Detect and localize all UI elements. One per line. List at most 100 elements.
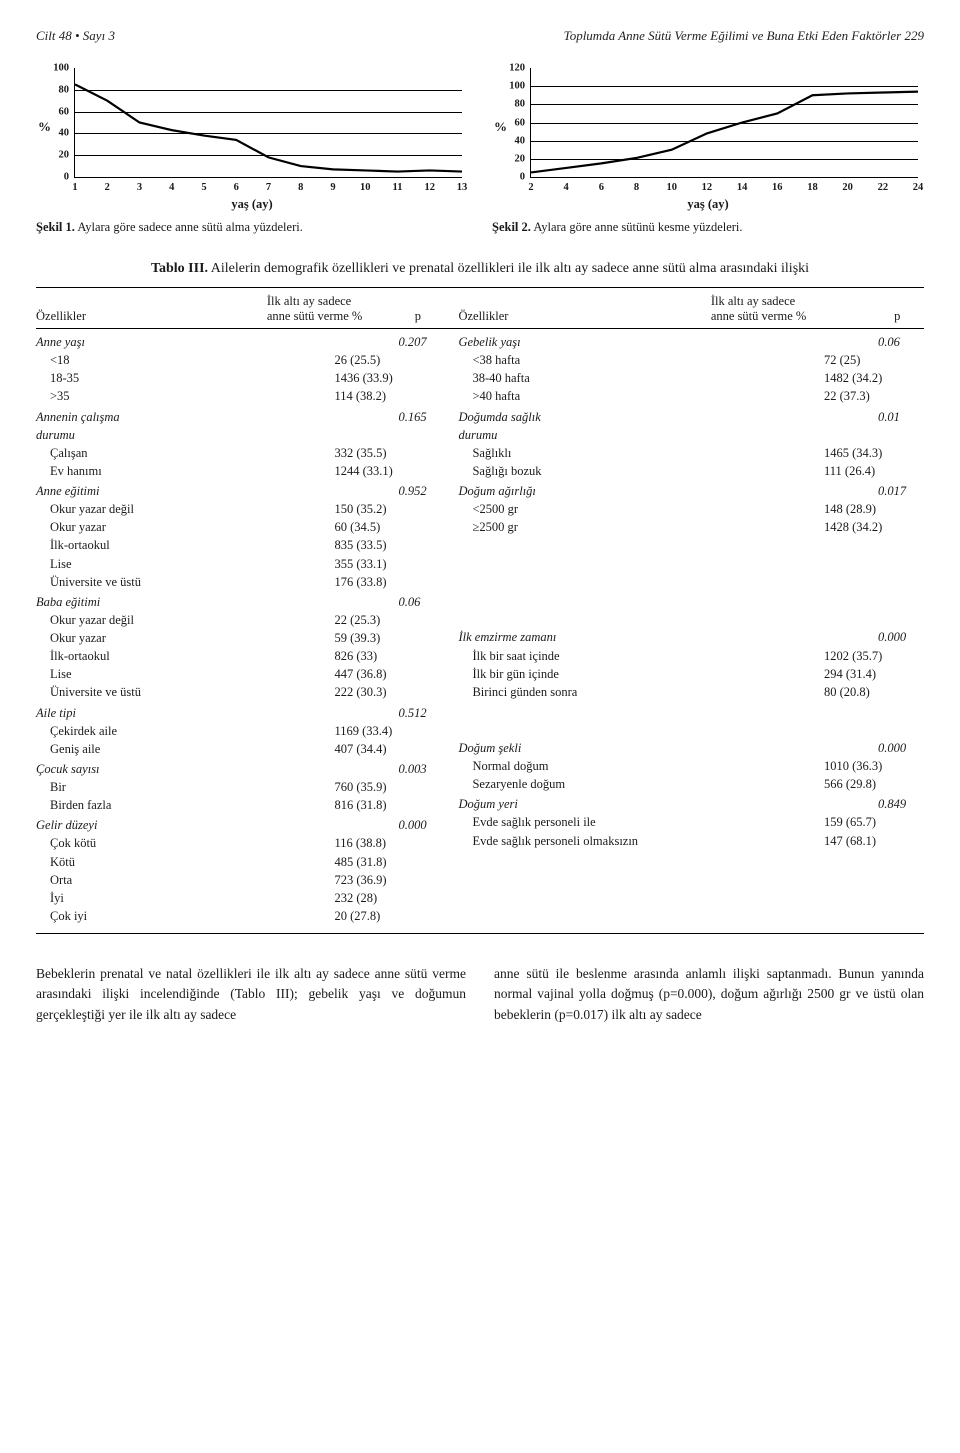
row-label: İlk-ortaokul [50,647,334,665]
table-group: Anne yaşı0.207<1826 (25.5)18-351436 (33.… [36,333,444,406]
group-header: Gelir düzeyi0.000 [36,816,444,834]
table-row: Okur yazar59 (39.3) [36,629,444,647]
row-value: 22 (37.3) [824,387,924,405]
group-p: 0.06 [872,333,924,351]
row-label: 18-35 [50,369,334,387]
xtick-label: 5 [201,182,206,193]
row-value: 72 (25) [824,351,924,369]
table-group: Gelir düzeyi0.000Çok kötü116 (38.8)Kötü4… [36,816,444,925]
group-label: Anne eğitimi [36,482,392,500]
table-row: Üniversite ve üstü176 (33.8) [36,573,444,591]
row-value: 222 (30.3) [334,683,444,701]
table-row: 38-40 hafta1482 (34.2) [458,369,924,387]
ytick-label: 60 [501,117,525,128]
xtick-label: 11 [393,182,403,193]
row-label: >35 [50,387,334,405]
ytick-label: 40 [501,135,525,146]
chart-2-caption-t: Aylara göre anne sütünü kesme yüzdeleri. [531,220,743,234]
xtick-label: 22 [878,182,889,193]
group-p: 0.06 [392,593,444,611]
row-label: Orta [50,871,334,889]
row-label: Sağlığı bozuk [472,462,824,480]
row-label: Çalışan [50,444,334,462]
row-value: 159 (65.7) [824,813,924,831]
group-p: 0.512 [392,704,444,722]
table-row: Orta723 (36.9) [36,871,444,889]
group-label: Gelir düzeyi [36,816,392,834]
group-header: Doğum şekli0.000 [458,739,924,757]
head-p-right: p [871,309,924,324]
group-p: 0.000 [872,739,924,757]
group-header: Doğum ağırlığı0.017 [458,482,924,500]
table-row: Çalışan332 (35.5) [36,444,444,462]
table-group: İlk emzirme zamanı0.000İlk bir saat için… [458,628,924,701]
table-row: Ev hanımı1244 (33.1) [36,462,444,480]
ytick-label: 0 [45,172,69,183]
head-ozellikler-left: Özellikler [36,309,267,324]
xtick-label: 8 [634,182,639,193]
group-header: Annenin çalışma durumu0.165 [36,408,444,444]
row-label: <38 hafta [472,351,824,369]
table-row: Çekirdek aile1169 (33.4) [36,722,444,740]
row-label: Çok iyi [50,907,334,925]
chart-2-area: 02040608010012024681012141618202224 [530,68,918,178]
table-row: Birden fazla816 (31.8) [36,796,444,814]
row-value: 447 (36.8) [334,665,444,683]
group-p: 0.000 [872,628,924,646]
group-label: Doğum şekli [458,739,872,757]
chart-1-line [75,68,462,177]
row-label: Çok kötü [50,834,334,852]
row-value: 1465 (34.3) [824,444,924,462]
table-row: Çok kötü116 (38.8) [36,834,444,852]
row-label: 38-40 hafta [472,369,824,387]
chart-1-xlabel: yaş (ay) [231,197,272,212]
row-value: 723 (36.9) [334,871,444,889]
group-p: 0.165 [392,408,444,444]
table-row: Okur yazar değil150 (35.2) [36,500,444,518]
row-value: 1010 (36.3) [824,757,924,775]
xtick-label: 6 [599,182,604,193]
xtick-label: 4 [169,182,174,193]
row-value: 355 (33.1) [334,555,444,573]
group-p: 0.849 [872,795,924,813]
group-header: Çocuk sayısı0.003 [36,760,444,778]
row-value: 22 (25.3) [334,611,444,629]
row-value: 1436 (33.9) [334,369,444,387]
row-label: Birden fazla [50,796,334,814]
table-row: ≥2500 gr1428 (34.2) [458,518,924,536]
row-value: 150 (35.2) [334,500,444,518]
table-row: >40 hafta22 (37.3) [458,387,924,405]
table-title-t: Ailelerin demografik özellikleri ve pren… [208,261,809,276]
xtick-label: 8 [298,182,303,193]
chart-2-xlabel: yaş (ay) [687,197,728,212]
row-label: <2500 gr [472,500,824,518]
row-label: İyi [50,889,334,907]
group-header: Doğum yeri0.849 [458,795,924,813]
table-row: Birinci günden sonra80 (20.8) [458,683,924,701]
table-row: Normal doğum1010 (36.3) [458,757,924,775]
running-head-right: Toplumda Anne Sütü Verme Eğilimi ve Buna… [564,28,924,44]
xtick-label: 13 [457,182,468,193]
table-left-pane: Anne yaşı0.207<1826 (25.5)18-351436 (33.… [36,333,444,927]
table-title: Tablo III. Ailelerin demografik özellikl… [36,261,924,277]
xtick-label: 7 [266,182,271,193]
ytick-label: 20 [45,150,69,161]
row-value: 80 (20.8) [824,683,924,701]
row-value: 826 (33) [334,647,444,665]
row-label: Kötü [50,853,334,871]
row-value: 1428 (34.2) [824,518,924,536]
group-p: 0.207 [392,333,444,351]
row-label: Okur yazar [50,629,334,647]
xtick-label: 18 [807,182,818,193]
row-label: Sağlıklı [472,444,824,462]
table-row: 18-351436 (33.9) [36,369,444,387]
row-label: İlk-ortaokul [50,536,334,554]
chart-2-caption: Şekil 2. Aylara göre anne sütünü kesme y… [492,220,924,235]
table-row: Evde sağlık personeli olmaksızın147 (68.… [458,832,924,850]
group-label: Doğumda sağlık durumu [458,408,872,444]
row-value: 835 (33.5) [334,536,444,554]
table-row: Sağlığı bozuk111 (26.4) [458,462,924,480]
chart-1-area: 02040608010012345678910111213 [74,68,462,178]
group-label: Aile tipi [36,704,392,722]
table-row: <38 hafta72 (25) [458,351,924,369]
